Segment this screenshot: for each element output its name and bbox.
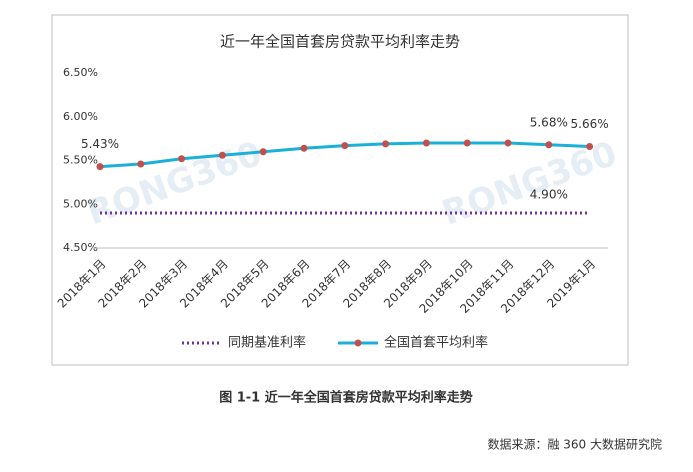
- legend-label: 同期基准利率: [228, 335, 306, 351]
- point-marker: [218, 151, 226, 159]
- data-label: 4.90%: [530, 188, 568, 202]
- legend-label: 全国首套平均利率: [384, 335, 488, 351]
- point-marker: [504, 139, 512, 147]
- point-marker: [300, 144, 308, 152]
- point-marker: [178, 155, 186, 163]
- point-marker: [422, 139, 430, 147]
- y-tick-label: 4.50%: [63, 241, 98, 254]
- y-tick-label: 6.50%: [63, 66, 98, 79]
- point-marker: [463, 139, 471, 147]
- y-tick-label: 5.50%: [63, 154, 98, 167]
- data-label: 5.68%: [530, 115, 568, 129]
- point-marker: [545, 141, 553, 149]
- data-label: 5.66%: [571, 117, 609, 131]
- point-marker: [586, 143, 594, 150]
- source: 数据来源：融 360 大数据研究院: [487, 437, 662, 452]
- point-marker: [341, 142, 349, 150]
- y-tick-label: 5.00%: [63, 197, 98, 210]
- point-marker: [137, 160, 145, 168]
- y-tick-label: 6.00%: [63, 110, 98, 123]
- chart-frame: [51, 14, 629, 366]
- point-marker: [96, 163, 104, 171]
- legend-marker: [354, 339, 362, 347]
- data-label: 5.43%: [81, 137, 119, 151]
- caption: 图 1-1 近一年全国首套房贷款平均利率走势: [219, 390, 473, 406]
- point-marker: [382, 140, 390, 148]
- point-marker: [259, 148, 267, 156]
- chart-title: 近一年全国首套房贷款平均利率走势: [220, 33, 460, 51]
